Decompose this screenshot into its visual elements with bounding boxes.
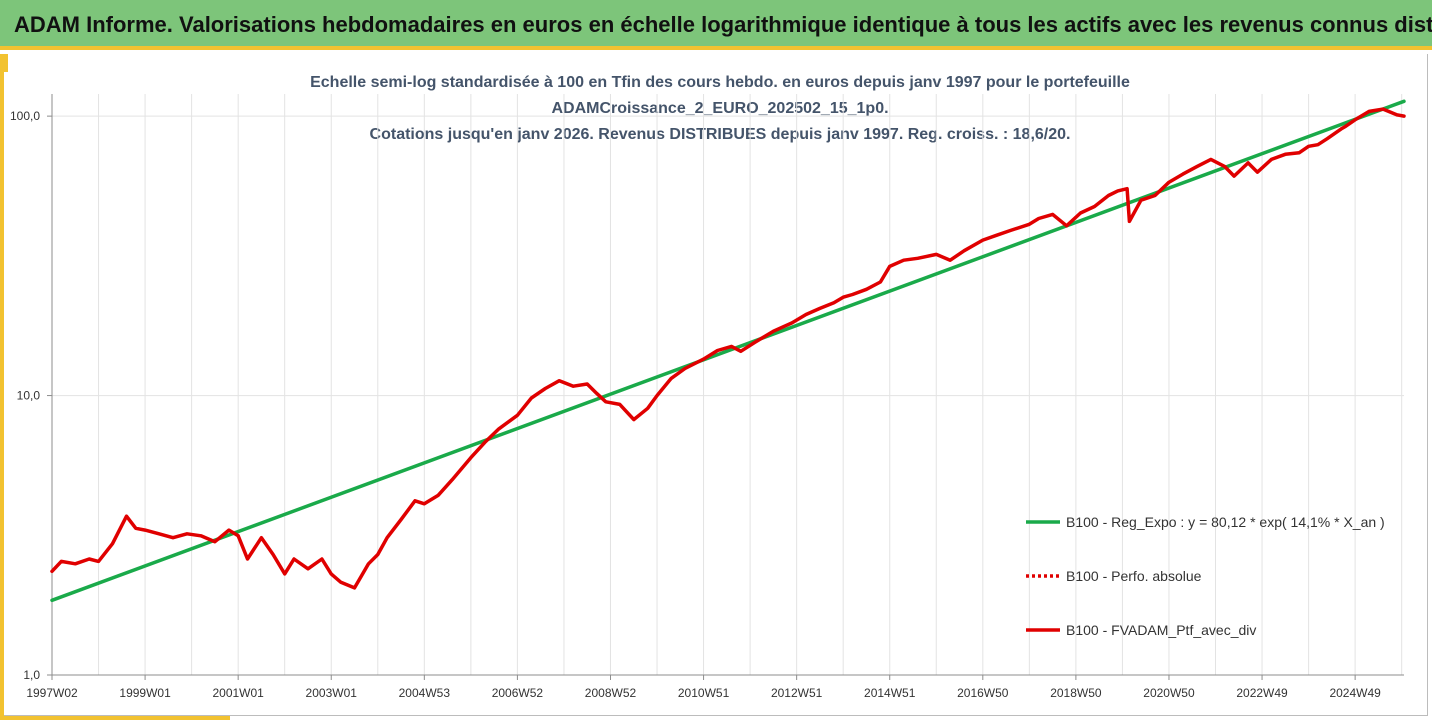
x-tick-label: 2024W49 bbox=[1329, 686, 1381, 700]
report-title: ADAM Informe. Valorisations hebdomadaire… bbox=[14, 12, 1432, 37]
x-tick-label: 2016W50 bbox=[957, 686, 1009, 700]
y-tick-label: 1,0 bbox=[23, 668, 40, 682]
legend-label-0: B100 - Reg_Expo : y = 80,12 * exp( 14,1%… bbox=[1066, 514, 1385, 530]
series-line-2 bbox=[50, 107, 1406, 590]
frame-accent-top bbox=[0, 54, 8, 72]
chart-title: Echelle semi-log standardisée à 100 en T… bbox=[180, 70, 1260, 148]
legend: B100 - Reg_Expo : y = 80,12 * exp( 14,1%… bbox=[1026, 514, 1385, 638]
x-tick-label: 2006W52 bbox=[492, 686, 544, 700]
y-tick-label: 100,0 bbox=[10, 109, 40, 123]
frame-accent-left bbox=[0, 54, 4, 716]
legend-label-1: B100 - Perfo. absolue bbox=[1066, 568, 1202, 584]
y-tick-labels: 1,0 10,0 100,0 bbox=[10, 109, 40, 682]
x-tick-labels: 1997W02 1999W01 2001W01 2003W01 2004W53 2006W… bbox=[26, 686, 1381, 700]
x-tick-label: 1997W02 bbox=[26, 686, 78, 700]
x-tick-label: 2012W51 bbox=[771, 686, 823, 700]
x-tick-label: 2020W50 bbox=[1143, 686, 1195, 700]
chart-title-line-1: Echelle semi-log standardisée à 100 en T… bbox=[310, 74, 1130, 91]
x-tick-label: 2004W53 bbox=[399, 686, 451, 700]
x-tick-label: 2010W51 bbox=[678, 686, 730, 700]
chart-title-line-2: ADAMCroissance_2_EURO_202502_15_1p0. bbox=[551, 100, 889, 117]
y-tick-label: 10,0 bbox=[17, 389, 41, 403]
frame-accent-bottom bbox=[0, 716, 230, 720]
chart-frame bbox=[4, 54, 1428, 716]
x-tick-label: 2008W52 bbox=[585, 686, 637, 700]
x-tick-label: 2014W51 bbox=[864, 686, 916, 700]
series-lines bbox=[50, 99, 1406, 603]
x-tick-label: 2022W49 bbox=[1236, 686, 1288, 700]
report-banner: ADAM Informe. Valorisations hebdomadaire… bbox=[0, 0, 1432, 50]
gridlines bbox=[51, 94, 1404, 676]
x-tick-label: 2018W50 bbox=[1050, 686, 1102, 700]
chart-title-line-3: Cotations jusqu'en janv 2026. Revenus DI… bbox=[369, 126, 1071, 143]
x-tick-label: 1999W01 bbox=[119, 686, 171, 700]
axes bbox=[47, 94, 1404, 680]
legend-label-2: B100 - FVADAM_Ptf_avec_div bbox=[1066, 622, 1256, 638]
x-tick-label: 2003W01 bbox=[306, 686, 358, 700]
series-line-0 bbox=[50, 99, 1406, 603]
x-tick-label: 2001W01 bbox=[212, 686, 264, 700]
